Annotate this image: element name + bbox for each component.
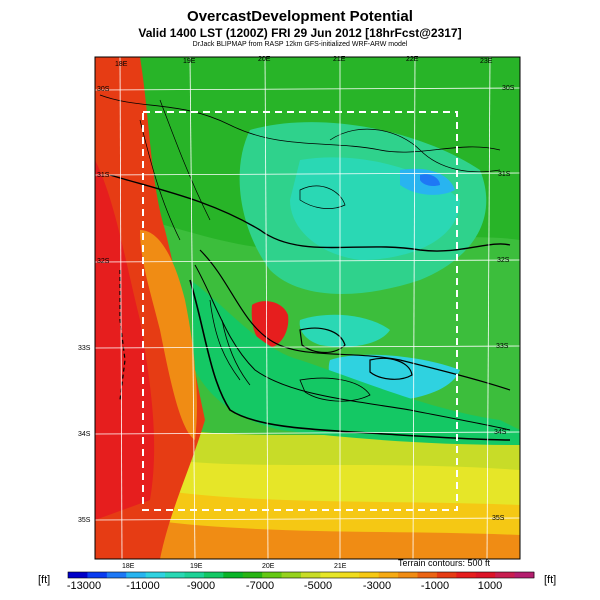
colorbar-swatch — [165, 572, 185, 578]
colorbar-swatch — [495, 572, 515, 578]
lat-label-left: 31S — [97, 172, 110, 179]
terrain-contours — [99, 94, 511, 441]
lon-label-top: 21E — [333, 56, 346, 63]
field-shading — [95, 57, 520, 559]
colorbar-tick-label: -3000 — [362, 580, 392, 592]
colorbar-swatch — [281, 572, 302, 578]
lon-label-bottom: 20E — [262, 563, 275, 570]
colorbar-swatch — [378, 572, 399, 578]
colorbar-unit-right: [ft] — [544, 574, 557, 586]
lon-label-top: 22E — [406, 56, 419, 63]
lat-label-right: 32S — [497, 257, 510, 264]
graticule — [94, 56, 521, 560]
colorbar-tick-label: -13000 — [66, 580, 102, 592]
colorbar-tick-label: -9000 — [186, 580, 216, 592]
lon-label-top: 18E — [115, 61, 128, 68]
lat-label-right: 35S — [492, 515, 505, 522]
colorbar-swatch — [436, 572, 457, 578]
colorbar-swatch — [514, 572, 535, 578]
lon-label-top: 19E — [183, 58, 196, 65]
lon-label-top: 23E — [480, 58, 493, 65]
colorbar-swatch — [106, 572, 127, 578]
lat-label-left: 30S — [97, 86, 110, 93]
map-frame — [94, 56, 521, 560]
colorbar-swatch — [262, 572, 282, 578]
colorbar-swatch — [456, 572, 477, 578]
lat-label-left: 33S — [78, 345, 91, 352]
valid-time-subtitle: Valid 1400 LST (1200Z) FRI 29 Jun 2012 [… — [138, 26, 462, 40]
colorbar-swatch — [87, 572, 108, 578]
colorbar-swatch — [223, 572, 244, 578]
lon-label-top: 20E — [258, 56, 271, 63]
colorbar-tick-label: -7000 — [245, 580, 275, 592]
colorbar-swatch — [68, 572, 88, 578]
colorbar-swatch — [359, 572, 380, 578]
colorbar-swatch — [242, 572, 263, 578]
model-credit: DrJack BLIPMAP from RASP 12km GFS-initia… — [192, 41, 408, 48]
lat-label-right: 31S — [498, 171, 511, 178]
colorbar-swatch — [339, 572, 360, 578]
lon-label-bottom: 18E — [122, 563, 135, 570]
colorbar-tick-label: -1000 — [420, 580, 450, 592]
colorbar-swatch — [126, 572, 147, 578]
colorbar-swatch — [475, 572, 496, 578]
colorbar-swatch — [301, 572, 321, 578]
lon-label-bottom: 19E — [190, 563, 203, 570]
colorbar-tick-label: -11000 — [126, 580, 160, 592]
lat-label-left: 35S — [78, 517, 91, 524]
lon-label-bottom: 21E — [334, 563, 347, 570]
lat-label-left: 32S — [97, 258, 110, 265]
colorbar-tick-label: -5000 — [303, 580, 333, 592]
colorbar-swatch — [203, 572, 224, 578]
terrain-contour-note: Terrain contours: 500 ft — [398, 558, 491, 568]
colorbar — [68, 572, 535, 578]
inner-domain-box — [142, 111, 458, 511]
lat-label-right: 33S — [496, 343, 509, 350]
colorbar-swatch — [145, 572, 166, 578]
chart-title: OvercastDevelopment Potential — [187, 8, 413, 25]
lat-label-left: 34S — [78, 431, 91, 438]
colorbar-swatch — [398, 572, 418, 578]
colorbar-tick-label: 1000 — [477, 580, 503, 592]
colorbar-frame — [67, 571, 535, 579]
colorbar-swatch — [417, 572, 438, 578]
lat-label-right: 34S — [494, 429, 507, 436]
lat-label-right: 30S — [502, 85, 515, 92]
colorbar-swatch — [184, 572, 205, 578]
colorbar-swatch — [320, 572, 341, 578]
colorbar-unit-left: [ft] — [38, 574, 51, 586]
